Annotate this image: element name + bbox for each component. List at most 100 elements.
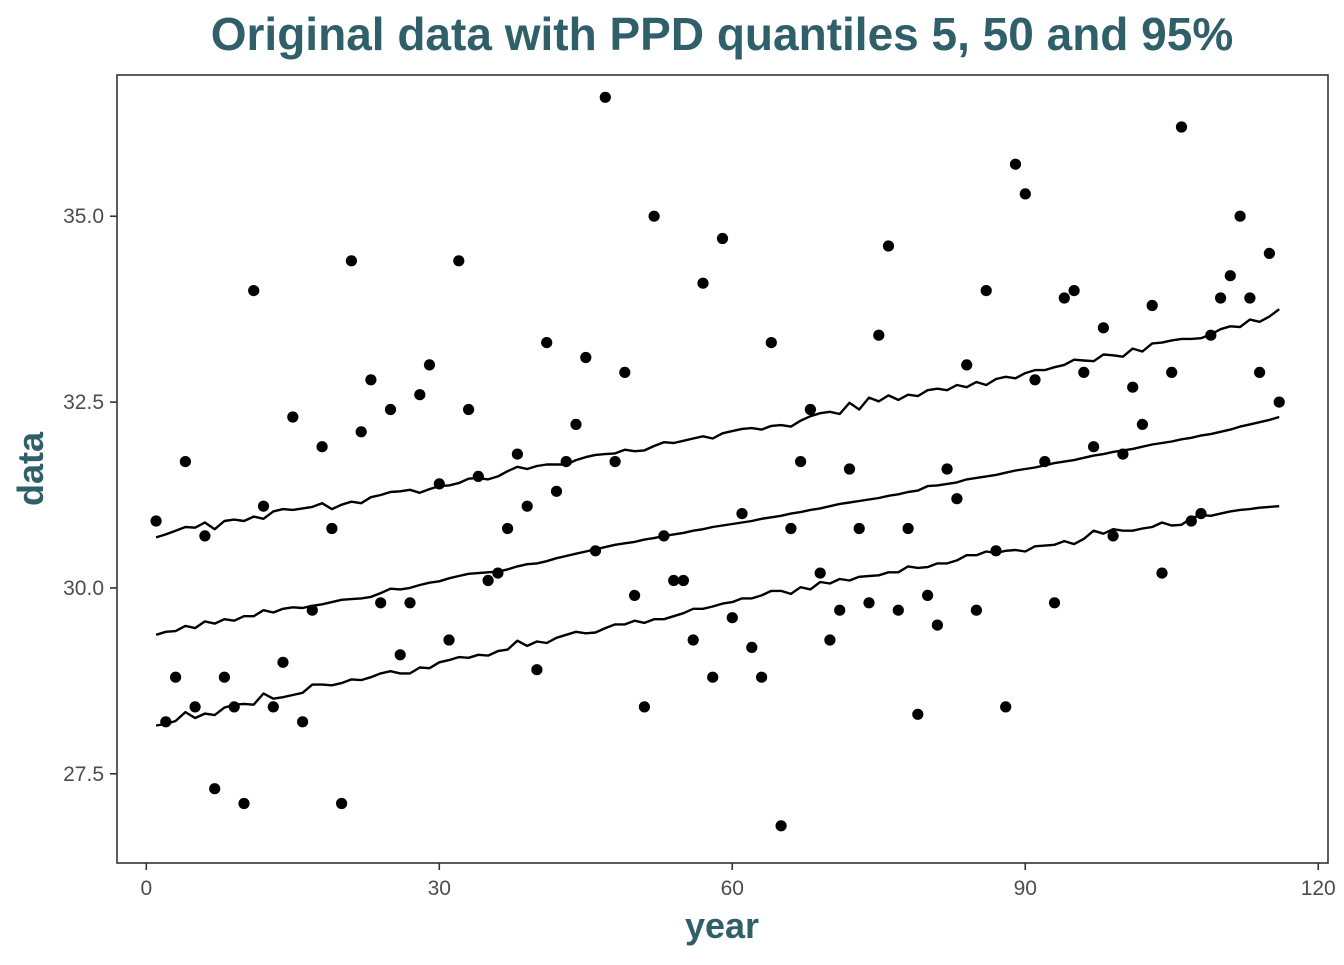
- data-point: [1166, 366, 1178, 378]
- quantile-5-line: [155, 505, 1280, 727]
- data-point: [570, 418, 582, 430]
- data-point: [1273, 396, 1285, 408]
- data-point: [1078, 366, 1090, 378]
- data-point: [1263, 247, 1275, 259]
- x-axis-title: year: [685, 905, 759, 946]
- data-point: [804, 403, 817, 416]
- data-point: [834, 604, 846, 616]
- data-point: [1215, 292, 1227, 304]
- data-point: [277, 656, 289, 668]
- data-point: [1156, 567, 1168, 579]
- x-axis: 0 30 60 90 120: [140, 863, 1336, 900]
- data-point: [267, 701, 279, 713]
- data-point: [150, 515, 162, 527]
- data-point: [814, 567, 826, 579]
- data-point: [873, 329, 885, 341]
- data-point: [179, 456, 191, 468]
- data-point: [1127, 381, 1139, 393]
- data-point: [541, 337, 553, 349]
- x-tick-label: 60: [721, 877, 744, 900]
- data-point: [736, 507, 748, 520]
- data-point: [306, 604, 318, 616]
- data-point: [1009, 158, 1022, 170]
- x-tick-label: 120: [1301, 877, 1336, 900]
- data-point: [228, 701, 240, 713]
- chart-title: Original data with PPD quantiles 5, 50 a…: [211, 8, 1234, 60]
- data-point: [941, 463, 953, 475]
- data-point: [716, 232, 729, 245]
- data-point: [658, 530, 670, 542]
- data-point: [1019, 188, 1031, 200]
- y-axis-title: data: [10, 431, 51, 506]
- data-point: [961, 359, 973, 371]
- data-point: [1234, 210, 1246, 222]
- data-point: [1205, 329, 1217, 341]
- data-point: [1185, 515, 1197, 527]
- x-tick-label: 30: [428, 877, 451, 900]
- data-point: [1068, 285, 1080, 297]
- data-point: [990, 545, 1002, 557]
- data-point: [1039, 456, 1051, 468]
- data-point: [423, 359, 436, 371]
- data-point: [853, 522, 865, 535]
- data-point: [1088, 441, 1100, 453]
- data-point: [1254, 366, 1266, 378]
- data-point: [170, 671, 182, 683]
- data-point: [326, 522, 338, 535]
- y-tick-label: 35.0: [63, 205, 104, 228]
- data-point: [951, 493, 963, 505]
- data-point: [980, 285, 992, 297]
- data-point: [1224, 270, 1236, 282]
- y-tick-label: 27.5: [63, 763, 104, 786]
- quantile-50-line: [155, 415, 1280, 636]
- y-axis: 27.5 30.0 32.5 35.0: [63, 205, 117, 786]
- data-point: [668, 574, 680, 587]
- data-point: [912, 708, 924, 720]
- data-points: [150, 91, 1285, 832]
- data-point: [589, 545, 602, 557]
- data-point: [375, 597, 387, 609]
- data-point: [638, 701, 651, 713]
- data-point: [433, 478, 445, 490]
- data-point: [687, 634, 699, 646]
- data-point: [629, 589, 641, 602]
- x-tick-label: 90: [1014, 877, 1037, 900]
- data-point: [609, 456, 621, 468]
- quantile-lines: [155, 308, 1280, 727]
- data-point: [248, 285, 260, 297]
- data-point: [1244, 292, 1256, 304]
- data-point: [599, 91, 611, 103]
- data-point: [1029, 374, 1041, 386]
- data-point: [1107, 530, 1119, 542]
- data-point: [619, 366, 631, 378]
- data-point: [189, 701, 201, 713]
- data-point: [472, 470, 484, 482]
- data-point: [1058, 292, 1070, 304]
- x-tick-label: 0: [140, 877, 152, 900]
- data-point: [1195, 507, 1207, 520]
- data-point: [316, 441, 328, 453]
- data-point: [882, 240, 895, 252]
- data-point: [550, 485, 563, 497]
- data-point: [931, 619, 944, 631]
- data-point: [824, 634, 836, 646]
- data-point: [892, 604, 904, 616]
- data-point: [902, 522, 914, 535]
- data-point: [502, 522, 514, 535]
- data-point: [560, 456, 572, 468]
- data-point: [1048, 597, 1061, 609]
- data-point: [795, 456, 807, 468]
- data-point: [521, 500, 533, 512]
- data-point: [414, 389, 426, 401]
- data-point: [297, 716, 309, 728]
- data-point: [482, 574, 494, 587]
- data-point: [863, 597, 875, 609]
- data-point: [697, 277, 709, 289]
- y-tick-label: 32.5: [63, 391, 104, 414]
- data-point: [238, 797, 250, 810]
- data-point: [355, 426, 367, 438]
- data-point: [765, 337, 777, 349]
- data-point: [492, 567, 504, 579]
- data-point: [511, 448, 523, 460]
